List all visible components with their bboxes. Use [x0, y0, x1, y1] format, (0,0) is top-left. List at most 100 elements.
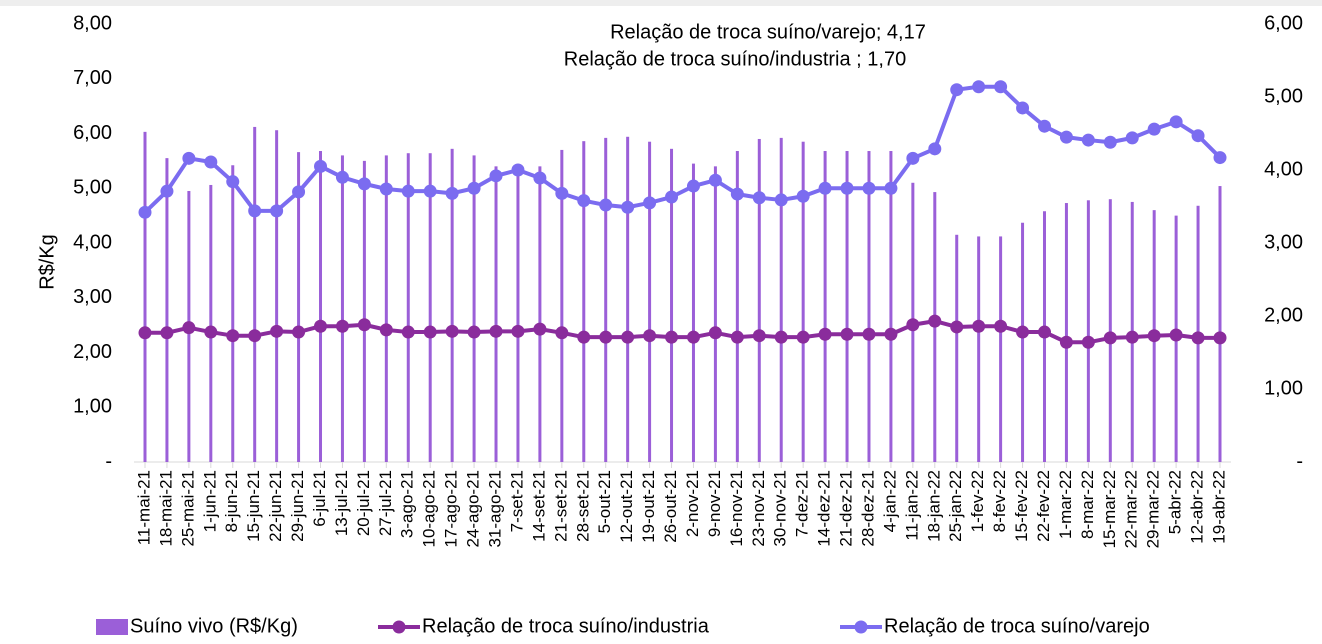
marker — [138, 205, 152, 219]
bar — [713, 166, 717, 462]
bar — [999, 236, 1003, 462]
x-tick-label: 21-set-21 — [551, 470, 570, 542]
x-tick-label: 25-jan-22 — [946, 470, 965, 542]
x-tick-label: 1-fev-22 — [968, 470, 987, 532]
bar — [867, 151, 871, 462]
bar — [1021, 222, 1025, 462]
marker — [1081, 133, 1095, 147]
marker — [621, 330, 635, 344]
marker — [445, 324, 459, 338]
marker — [1037, 325, 1051, 339]
marker — [226, 329, 240, 343]
marker — [884, 181, 898, 195]
bar — [889, 151, 893, 462]
x-tick-label: 22-fev-22 — [1034, 470, 1053, 542]
marker — [357, 318, 371, 332]
x-tick-label: 29-jun-21 — [288, 470, 307, 542]
marker — [423, 184, 437, 198]
x-tick-label: 17-ago-21 — [442, 470, 461, 548]
marker — [160, 326, 174, 340]
x-tick-label: 2-nov-21 — [683, 470, 702, 537]
marker — [840, 181, 854, 195]
marker — [511, 163, 525, 177]
marker — [643, 329, 657, 343]
marker — [511, 324, 525, 338]
bar — [604, 137, 608, 462]
bar — [823, 151, 827, 462]
x-tick-label: 28-dez-21 — [858, 470, 877, 547]
x-tick-label: 8-mar-22 — [1078, 470, 1097, 539]
y2-tick-label: 5,00 — [1264, 85, 1303, 107]
marker — [1081, 335, 1095, 349]
x-tick-label: 6-jul-21 — [310, 470, 329, 527]
x-tick-label: 8-jun-21 — [222, 470, 241, 532]
marker — [906, 151, 920, 165]
x-tick-label: 12-abr-22 — [1188, 470, 1207, 544]
bar — [845, 151, 849, 462]
bar — [428, 153, 432, 462]
x-tick-label: 13-jul-21 — [332, 470, 351, 536]
bar — [1064, 203, 1068, 462]
bar — [626, 136, 630, 462]
marker — [621, 200, 635, 214]
bar — [1086, 200, 1090, 463]
marker — [599, 198, 613, 212]
marker — [248, 329, 262, 343]
marker — [248, 204, 262, 218]
bar — [340, 155, 344, 462]
marker — [708, 326, 722, 340]
bar — [955, 234, 959, 462]
marker — [1213, 151, 1227, 165]
marker — [818, 327, 832, 341]
x-tick-label: 27-jul-21 — [376, 470, 395, 536]
marker — [467, 181, 481, 195]
y-axis-label: R$/Kg — [36, 234, 58, 290]
x-tick-label: 20-jul-21 — [354, 470, 373, 536]
y-tick-label: 4,00 — [73, 231, 112, 253]
annotation: Relação de troca suíno/varejo; 4,17 — [610, 21, 926, 43]
x-tick-label: 29-mar-22 — [1144, 470, 1163, 548]
bar — [165, 158, 169, 462]
marker — [182, 151, 196, 165]
line — [143, 84, 1222, 214]
marker — [577, 194, 591, 208]
x-tick-label: 1-jun-21 — [200, 470, 219, 532]
marker — [423, 325, 437, 339]
marker — [1059, 130, 1073, 144]
legend-label: Suíno vivo (R$/Kg) — [130, 615, 298, 637]
marker — [1016, 325, 1030, 339]
marker — [292, 325, 306, 339]
marker — [182, 321, 196, 335]
bar — [253, 126, 257, 463]
line — [145, 319, 1220, 345]
bar — [231, 165, 235, 462]
y2-tick-label: 3,00 — [1264, 231, 1303, 253]
bar — [516, 174, 520, 462]
top-band — [0, 0, 1322, 6]
bar — [648, 141, 652, 462]
y2-tick-label: 6,00 — [1264, 12, 1303, 34]
marker — [818, 181, 832, 195]
bar — [560, 149, 564, 463]
x-tick-label: 22-mar-22 — [1122, 470, 1141, 548]
marker — [204, 325, 218, 339]
marker — [314, 159, 328, 173]
marker — [686, 330, 700, 344]
bar — [275, 130, 279, 462]
x-tick-label: 10-ago-21 — [420, 470, 439, 548]
marker — [270, 204, 284, 218]
marker — [994, 80, 1008, 94]
marker — [665, 190, 679, 204]
legend-label: Relação de troca suíno/varejo — [884, 615, 1150, 637]
y-tick-label: - — [105, 450, 112, 472]
marker — [840, 327, 854, 341]
marker — [928, 142, 942, 156]
legend-marker — [854, 620, 868, 634]
x-tick-label: 14-dez-21 — [815, 470, 834, 547]
bar — [691, 163, 695, 463]
marker — [796, 189, 810, 203]
bar — [757, 138, 761, 462]
marker — [950, 320, 964, 334]
x-tick-label: 15-mar-22 — [1100, 470, 1119, 548]
